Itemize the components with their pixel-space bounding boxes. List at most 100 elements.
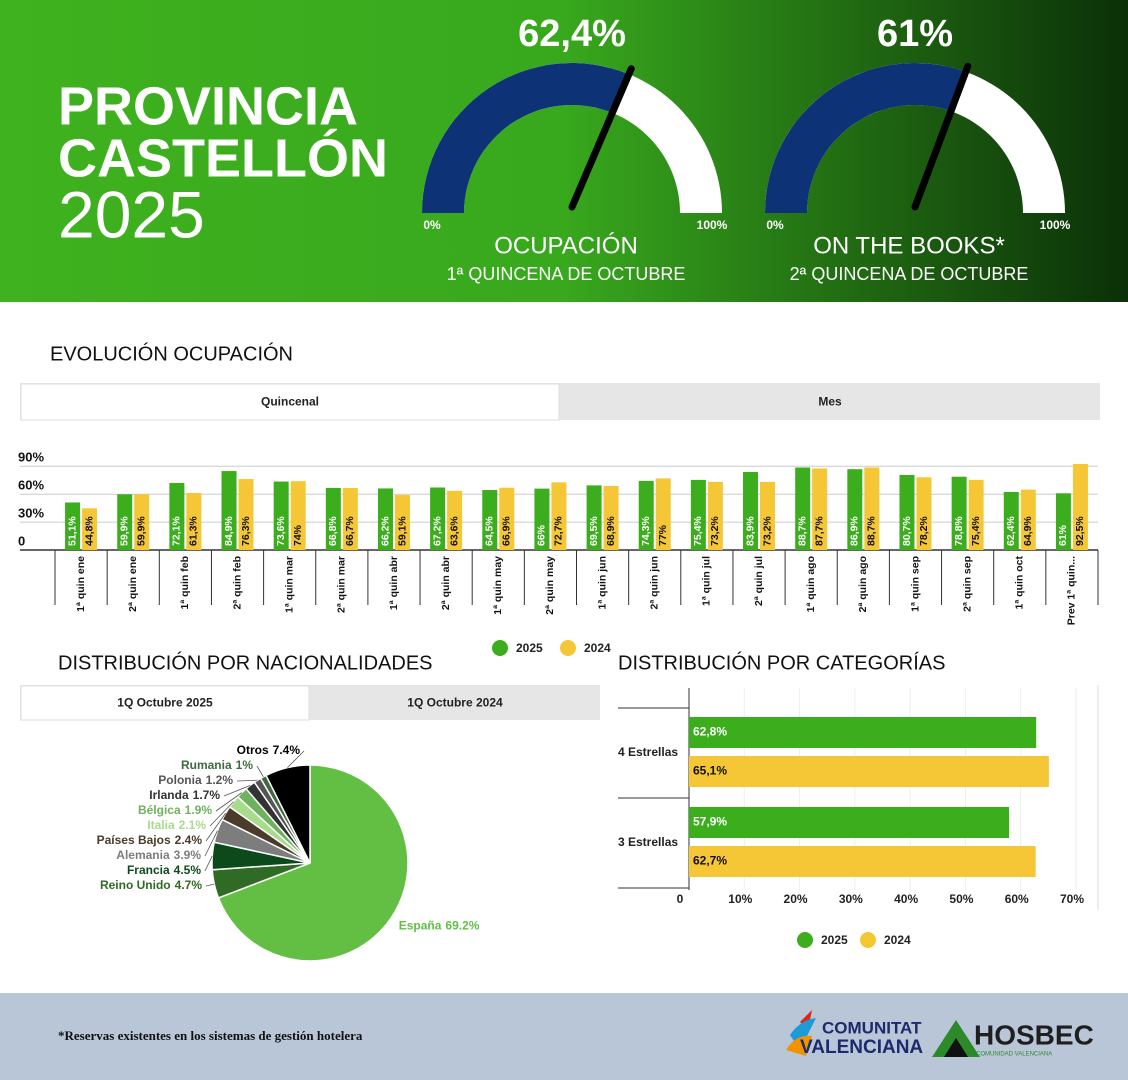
x-tick-label: 2ª quin feb [231, 556, 243, 609]
x-tick-label: 40% [894, 892, 918, 906]
legend-swatch [860, 932, 876, 948]
bar [795, 467, 811, 550]
bar [655, 478, 671, 550]
leader-line [205, 883, 215, 887]
pie-label-value: 1.7% [193, 788, 221, 802]
logo-text: VALENCIANA [800, 1037, 923, 1058]
bar [221, 471, 237, 550]
bar [377, 488, 393, 550]
bar [82, 508, 98, 550]
pie-label: Reino Unido 4.7% [100, 878, 202, 892]
pie-label-name: Alemania [116, 848, 170, 862]
pie-label-name: Polonia [158, 773, 202, 787]
bar-value-label: 77% [657, 524, 669, 546]
bar-value-label: 75,4% [970, 516, 982, 546]
leader-line [204, 830, 218, 857]
bar-value-label: 65,1% [693, 764, 727, 778]
pie-label-value: 69.2% [445, 919, 479, 933]
pie-label-value: 3.9% [174, 848, 202, 862]
gauge-subtitle: 2ª QUINCENA DE OCTUBRE [790, 264, 1029, 284]
bar [534, 488, 550, 550]
pie-slice [217, 764, 409, 962]
bar [760, 481, 776, 550]
bar [916, 477, 932, 550]
bar-value-label: 73,6% [275, 516, 287, 546]
bar-value-label: 59,1% [396, 516, 408, 546]
x-tick-label: 70% [1060, 892, 1084, 906]
x-tick-label: 2ª quin jun [649, 556, 661, 609]
bar [342, 487, 358, 550]
bar-value-label: 80,7% [901, 516, 913, 546]
x-tick-label: 1ª quin sep [909, 556, 921, 612]
leader-line [205, 812, 226, 842]
bar [1003, 491, 1019, 550]
bar-value-label: 78,2% [918, 516, 930, 546]
tab[interactable]: Quincenal [261, 395, 319, 409]
bar-value-label: 63,6% [448, 516, 460, 546]
bar-value-label: 62,8% [693, 725, 727, 739]
bar-value-label: 61% [1057, 524, 1069, 546]
bar [638, 480, 654, 550]
gauge-tick-label: 100% [697, 218, 728, 232]
bar-value-label: 64,5% [484, 516, 496, 546]
y-tick-label: 4 Estrellas [618, 745, 678, 759]
bar [951, 476, 967, 550]
x-tick-label: 1ª quin jun [596, 556, 608, 609]
bar-value-label: 51,1% [66, 516, 78, 546]
bar-value-label: 66,8% [327, 516, 339, 546]
pie-label-name: Reino Unido [100, 878, 171, 892]
bar [847, 469, 863, 550]
bar [1020, 489, 1036, 550]
pie-label: España 69.2% [399, 919, 480, 933]
bar [1055, 493, 1071, 550]
bar-value-label: 59,9% [136, 516, 148, 546]
bar-value-label: 66,7% [344, 516, 356, 546]
pie-label: Irlanda 1.7% [149, 788, 220, 802]
x-tick-label: 1ª quin mar [283, 556, 295, 613]
bar [273, 481, 289, 550]
bar [238, 479, 254, 550]
bar [499, 487, 515, 550]
bar [690, 479, 706, 550]
pie-label-name: Irlanda [149, 788, 189, 802]
pie-label: Bélgica 1.9% [138, 803, 212, 817]
tab[interactable]: 1Q Octubre 2024 [407, 696, 503, 710]
gauge-value [422, 63, 629, 214]
bar-value-label: 57,9% [693, 815, 727, 829]
gauge-value [765, 63, 966, 214]
legend-label: 2025 [516, 641, 543, 655]
bar-value-label: 66,9% [501, 516, 513, 546]
x-tick-label: 2ª quin sep [961, 556, 973, 612]
x-tick-label: 30% [839, 892, 863, 906]
gauge-needle [911, 62, 972, 211]
bar-value-label: 68,9% [605, 516, 617, 546]
bar-value-label: 83,9% [744, 516, 756, 546]
x-tick-label: 2ª quin jul [753, 556, 765, 606]
bar [689, 846, 1036, 877]
footer-note: *Reservas existentes en los sistemas de … [58, 1028, 363, 1043]
chart-title: DISTRIBUCIÓN POR CATEGORÍAS [618, 651, 945, 674]
legend-swatch [797, 932, 813, 948]
pie-label-value: 2.1% [179, 818, 207, 832]
bar-value-label: 86,9% [849, 516, 861, 546]
logo-text: HOSBEC [974, 1019, 1094, 1050]
bar-value-label: 87,7% [813, 516, 825, 546]
bar [586, 485, 602, 550]
bar [864, 467, 880, 550]
bar [290, 481, 306, 550]
bar-value-label: 88,7% [866, 516, 878, 546]
tab-active [20, 383, 560, 421]
x-tick-label: 2ª quin may [544, 556, 556, 615]
chart-title: EVOLUCIÓN OCUPACIÓN [50, 342, 293, 365]
bar-value-label: 69,5% [588, 516, 600, 546]
leader-line [204, 855, 213, 872]
bar [707, 481, 723, 550]
tab[interactable]: 1Q Octubre 2025 [117, 696, 213, 710]
bar [394, 495, 410, 550]
bar [689, 756, 1049, 787]
bar-value-label: 67,2% [431, 516, 443, 546]
chart-title: DISTRIBUCIÓN POR NACIONALIDADES [58, 651, 433, 674]
x-tick-label: 10% [728, 892, 752, 906]
tab[interactable]: Mes [818, 395, 842, 409]
